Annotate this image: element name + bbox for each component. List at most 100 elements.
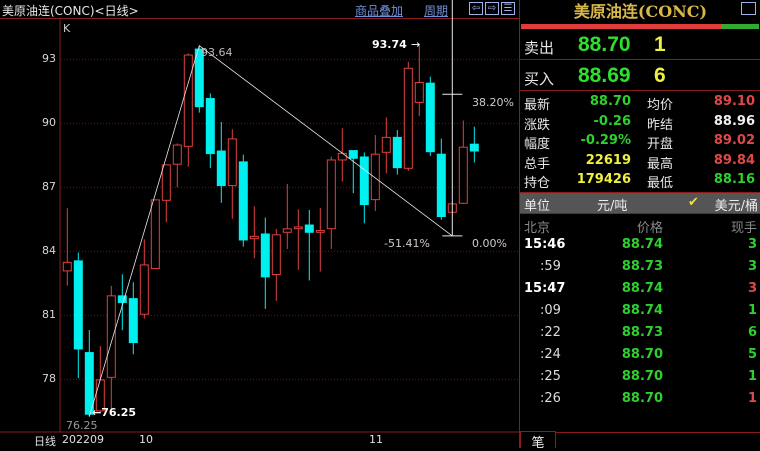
candle-down — [238, 161, 248, 241]
sell-volume: 1 — [654, 33, 666, 56]
buy-sell-ratio-bar — [521, 24, 759, 29]
stat-label: 总手 — [524, 156, 551, 172]
stat-row: 幅度 -0.29% 开盘 89.02 — [520, 133, 760, 152]
stat-label: 最低 — [647, 176, 674, 191]
max-price-label: 93.74 — [372, 38, 407, 51]
sell-row: 卖出 88.70 1 — [520, 30, 760, 60]
tick-time: 15:46 — [524, 237, 566, 252]
tick-time: :09 — [540, 303, 561, 318]
tick-time: 15:47 — [524, 281, 566, 296]
stat-value: 88.70 — [589, 94, 631, 109]
candle-up — [172, 144, 182, 165]
tick-row: :09 88.74 1 — [520, 303, 760, 325]
tick-time: :59 — [540, 259, 561, 274]
tick-row: :25 88.70 1 — [520, 369, 760, 391]
stat-value: 179426 — [576, 172, 631, 187]
candle-up — [106, 295, 116, 378]
buy-label: 买入 — [524, 70, 555, 88]
tick-volume: 1 — [747, 369, 757, 384]
tick-time: :25 — [540, 369, 561, 384]
tick-volume: 3 — [747, 281, 757, 296]
tab-ticks[interactable]: 笔 — [520, 431, 556, 451]
chart-title-bar: 美原油连(CONC)<日线> 商品叠加 周期 ⇦ ⇨ ☰ — [0, 0, 519, 19]
ticks-header: 北京 价格 现手 — [520, 215, 760, 236]
tick-price: 88.74 — [621, 303, 663, 318]
tick-price: 88.73 — [621, 325, 663, 340]
y-tick-label: 87 — [42, 180, 56, 193]
low-price-label-grey: 76.25 — [66, 419, 98, 432]
candle-down — [205, 98, 215, 155]
stat-row: 涨跌 -0.26 昨结 88.96 — [520, 114, 760, 133]
unit-option-cny-ton[interactable]: 元/吨 — [597, 199, 628, 214]
candle-up — [458, 146, 468, 204]
candle-down — [304, 224, 314, 233]
candle-down — [216, 150, 226, 187]
unit-label: 单位 — [524, 199, 551, 214]
arrow-right-icon: → — [411, 38, 420, 51]
overlay-commodity-link[interactable]: 商品叠加 — [355, 4, 404, 18]
candle-up — [183, 54, 193, 147]
tick-price: 88.70 — [621, 369, 663, 384]
period-link[interactable]: 周期 — [424, 4, 449, 18]
y-tick-label: 78 — [42, 372, 56, 385]
stat-value: 22619 — [585, 152, 631, 168]
quote-panel: 美原油连(CONC) 卖出 88.70 1 买入 88.69 6 最新 88.70… — [519, 0, 760, 451]
candle-up — [249, 235, 259, 240]
stat-value: 88.16 — [713, 172, 755, 187]
y-tick-label: 93 — [42, 52, 56, 65]
time-header: 北京 — [524, 221, 551, 236]
candle-up — [139, 264, 149, 315]
buy-price: 88.69 — [578, 64, 631, 87]
split-panel-icon[interactable]: ☰ — [501, 2, 515, 15]
candle-up — [315, 230, 325, 233]
candle-down — [348, 150, 358, 159]
y-tick-label: 81 — [42, 308, 56, 321]
divider — [556, 432, 760, 433]
candle-down — [84, 352, 94, 415]
stat-value: -0.29% — [580, 133, 632, 148]
stat-value: 88.96 — [713, 113, 755, 129]
candle-up — [227, 138, 237, 187]
stat-label: 涨跌 — [524, 117, 551, 133]
candle-down — [128, 298, 138, 344]
candlestick-chart[interactable]: K 38.20% 0.00% -51.41% 93.64 93.74 → ←76.2576.2… — [0, 0, 519, 448]
stat-row: 总手 22619 最高 89.84 — [520, 153, 760, 172]
stat-label: 幅度 — [524, 137, 551, 152]
stat-label: 开盘 — [647, 137, 674, 152]
stat-value: 89.84 — [713, 152, 755, 168]
candle-down — [194, 48, 204, 108]
tick-row: 15:47 88.74 3 — [520, 281, 760, 303]
tick-volume: 1 — [747, 391, 757, 406]
window-icon[interactable] — [741, 2, 756, 15]
stat-label: 最高 — [647, 156, 674, 172]
arrow-left-icon[interactable]: ⇦ — [469, 2, 483, 15]
tick-row: :22 88.73 6 — [520, 325, 760, 347]
candle-up — [414, 82, 424, 103]
candle-up — [271, 234, 281, 276]
candle-down — [73, 260, 83, 350]
candle-down — [359, 156, 369, 206]
arrow-right-icon[interactable]: ⇨ — [485, 2, 499, 15]
candle-down — [425, 82, 435, 153]
tick-row: :26 88.70 1 — [520, 391, 760, 413]
volume-header: 现手 — [730, 221, 757, 236]
candle-up — [293, 226, 303, 230]
candle-up — [282, 228, 292, 233]
candle-down — [436, 153, 446, 218]
tick-row: :59 88.73 3 — [520, 259, 760, 281]
y-tick-label: 84 — [42, 244, 56, 257]
fib-38-label: 38.20% — [472, 96, 514, 109]
tick-volume: 1 — [747, 303, 757, 318]
unit-option-usd-barrel[interactable]: 美元/桶 — [714, 199, 758, 214]
stat-label: 持仓 — [524, 176, 551, 191]
sell-label: 卖出 — [524, 39, 555, 57]
high-price-label: 93.64 — [201, 46, 233, 59]
stat-row: 最新 88.70 均价 89.10 — [520, 94, 760, 113]
quote-title: 美原油连(CONC) — [573, 2, 708, 21]
candle-down — [392, 136, 402, 169]
tick-volume: 3 — [747, 237, 757, 252]
tick-price: 88.73 — [621, 259, 663, 274]
stat-label: 昨结 — [647, 117, 674, 133]
unit-selector: 单位 元/吨 ✔ 美元/桶 — [520, 192, 760, 214]
candle-up — [150, 199, 160, 270]
